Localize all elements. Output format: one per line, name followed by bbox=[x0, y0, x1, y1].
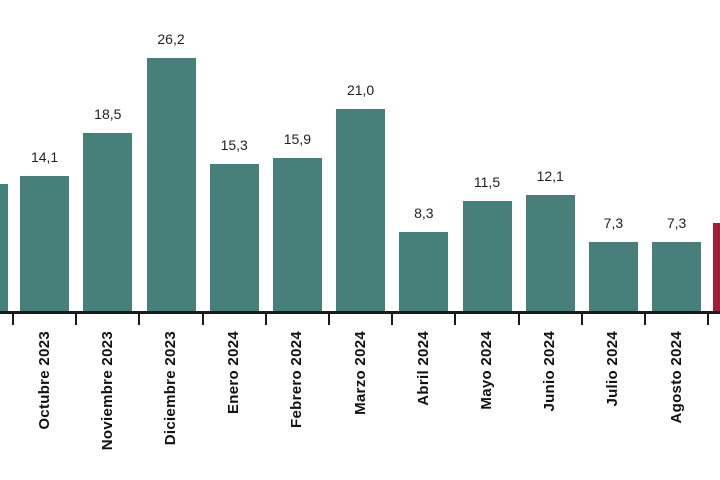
bar-value-label: 14,1 bbox=[30, 149, 59, 165]
bar-junio-2024 bbox=[525, 195, 575, 313]
bar-value-label: 21,0 bbox=[346, 82, 375, 98]
x-axis-tick bbox=[328, 313, 330, 325]
bar-marzo-2024 bbox=[336, 109, 386, 313]
bar-value-label: 12,1 bbox=[536, 168, 564, 184]
x-axis-label-marzo-2024: Marzo 2024 bbox=[351, 331, 369, 415]
x-axis-tick bbox=[454, 313, 457, 325]
x-axis-label-mayo-2024: Mayo 2024 bbox=[478, 331, 495, 410]
x-axis-label-junio-2024: Junio 2024 bbox=[541, 331, 559, 412]
bar-julio-2024 bbox=[588, 242, 638, 313]
x-axis-label-agosto-2024: Agosto 2024 bbox=[667, 331, 685, 424]
bar-value-label: 15,3 bbox=[220, 137, 248, 153]
bar-value-label: 26,2 bbox=[157, 31, 185, 47]
x-axis-label-diciembre-2023: Diciembre 2023 bbox=[162, 331, 179, 446]
x-axis-tick bbox=[517, 313, 520, 325]
bar-mayo-2024 bbox=[462, 201, 512, 313]
x-axis-tick bbox=[391, 313, 394, 325]
x-axis-tick bbox=[138, 313, 141, 325]
x-axis-tick bbox=[580, 313, 583, 325]
bar-value-label: 11,5 bbox=[473, 174, 501, 190]
bar-diciembre-2023 bbox=[146, 58, 196, 313]
x-axis-line bbox=[0, 311, 720, 314]
bar-value-label: 18,5 bbox=[94, 106, 122, 122]
x-axis-label-febrero-2024: Febrero 2024 bbox=[288, 331, 306, 428]
x-axis-tick bbox=[12, 313, 14, 325]
x-axis-label-julio-2024: Julio 2024 bbox=[604, 331, 622, 407]
x-axis-tick bbox=[644, 313, 646, 325]
x-axis-label-abril-2024: Abril 2024 bbox=[414, 331, 432, 406]
bar-value-label: 15,9 bbox=[283, 131, 312, 147]
x-axis-tick bbox=[75, 313, 78, 325]
bar-agosto-2024 bbox=[652, 242, 702, 313]
bar-partial-right-highlight-cropped bbox=[713, 223, 720, 313]
bar-value-label: 8,3 bbox=[414, 205, 434, 221]
bar-enero-2024 bbox=[209, 164, 259, 313]
x-axis-label-octubre-2023: Octubre 2023 bbox=[35, 331, 53, 430]
bar-partial-left-cropped bbox=[0, 184, 8, 313]
x-axis-tick bbox=[707, 313, 710, 325]
bar-noviembre-2023 bbox=[83, 133, 133, 313]
bar-value-label: 7,3 bbox=[666, 215, 687, 231]
x-axis-tick bbox=[201, 313, 204, 325]
x-axis-label-enero-2024: Enero 2024 bbox=[225, 331, 243, 415]
bar-abril-2024 bbox=[399, 232, 449, 313]
x-axis-tick bbox=[264, 313, 267, 325]
bar-febrero-2024 bbox=[272, 158, 322, 313]
bar-octubre-2023 bbox=[20, 176, 70, 313]
x-axis-label-noviembre-2023: Noviembre 2023 bbox=[98, 331, 116, 451]
bar-value-label: 7,3 bbox=[603, 215, 624, 231]
